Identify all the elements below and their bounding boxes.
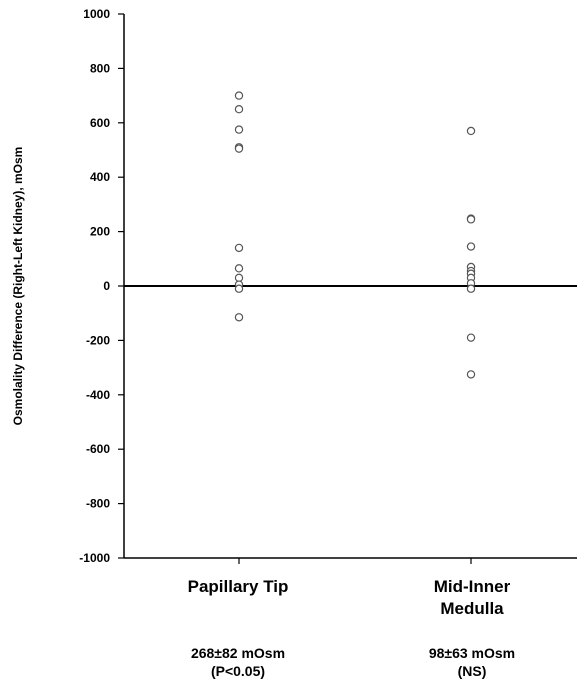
y-tick-label: -200 — [86, 333, 110, 347]
data-points-group — [234, 91, 476, 379]
y-tick-label: 600 — [90, 116, 110, 130]
summary-mean: 268±82 mOsm — [190, 645, 286, 661]
y-tick-label: -800 — [86, 497, 110, 511]
data-point — [234, 144, 244, 153]
data-point — [234, 313, 244, 322]
category-label-line: Mid-Inner — [433, 577, 511, 596]
y-tick-label: -400 — [86, 388, 110, 402]
y-tick-label: 800 — [90, 61, 110, 75]
category-label-papillary-tip: Papillary Tip — [148, 576, 328, 598]
y-axis-title: Osmolality Difference (Right-Left Kidney… — [11, 147, 25, 426]
summary-mid-inner-medulla: 98±63 mOsm (NS) — [382, 644, 562, 680]
summary-papillary-tip: 268±82 mOsm (P<0.05) — [148, 644, 328, 680]
category-label-line: Papillary Tip — [187, 577, 289, 596]
y-tick-group: 1000 800 600 400 200 0 -200 -400 -600 -800 -1000 — [79, 7, 124, 565]
y-tick-label: -600 — [86, 442, 110, 456]
y-tick-label: -1000 — [79, 551, 110, 565]
data-point — [466, 126, 476, 136]
data-point — [234, 243, 244, 253]
y-tick-label: 200 — [90, 225, 110, 239]
summary-mean: 98±63 mOsm — [428, 645, 516, 661]
axes-group — [123, 14, 577, 559]
data-point — [234, 125, 244, 134]
data-point — [466, 242, 476, 251]
x-tick-group — [238, 558, 472, 564]
y-tick-label: 1000 — [83, 7, 110, 21]
summary-significance: (P<0.05) — [210, 663, 266, 679]
data-point — [234, 273, 244, 283]
data-point — [466, 215, 476, 224]
data-point — [234, 91, 244, 100]
summary-significance: (NS) — [457, 663, 487, 679]
y-tick-label: 0 — [103, 279, 110, 293]
data-point — [234, 264, 244, 273]
data-point — [466, 284, 476, 293]
data-point — [466, 370, 476, 379]
category-label-mid-inner-medulla: Mid-Inner Medulla — [382, 576, 562, 620]
data-point — [234, 104, 244, 114]
data-point — [466, 333, 476, 342]
category-label-line: Medulla — [440, 599, 504, 618]
data-point — [234, 284, 244, 293]
y-tick-label: 400 — [90, 170, 110, 184]
